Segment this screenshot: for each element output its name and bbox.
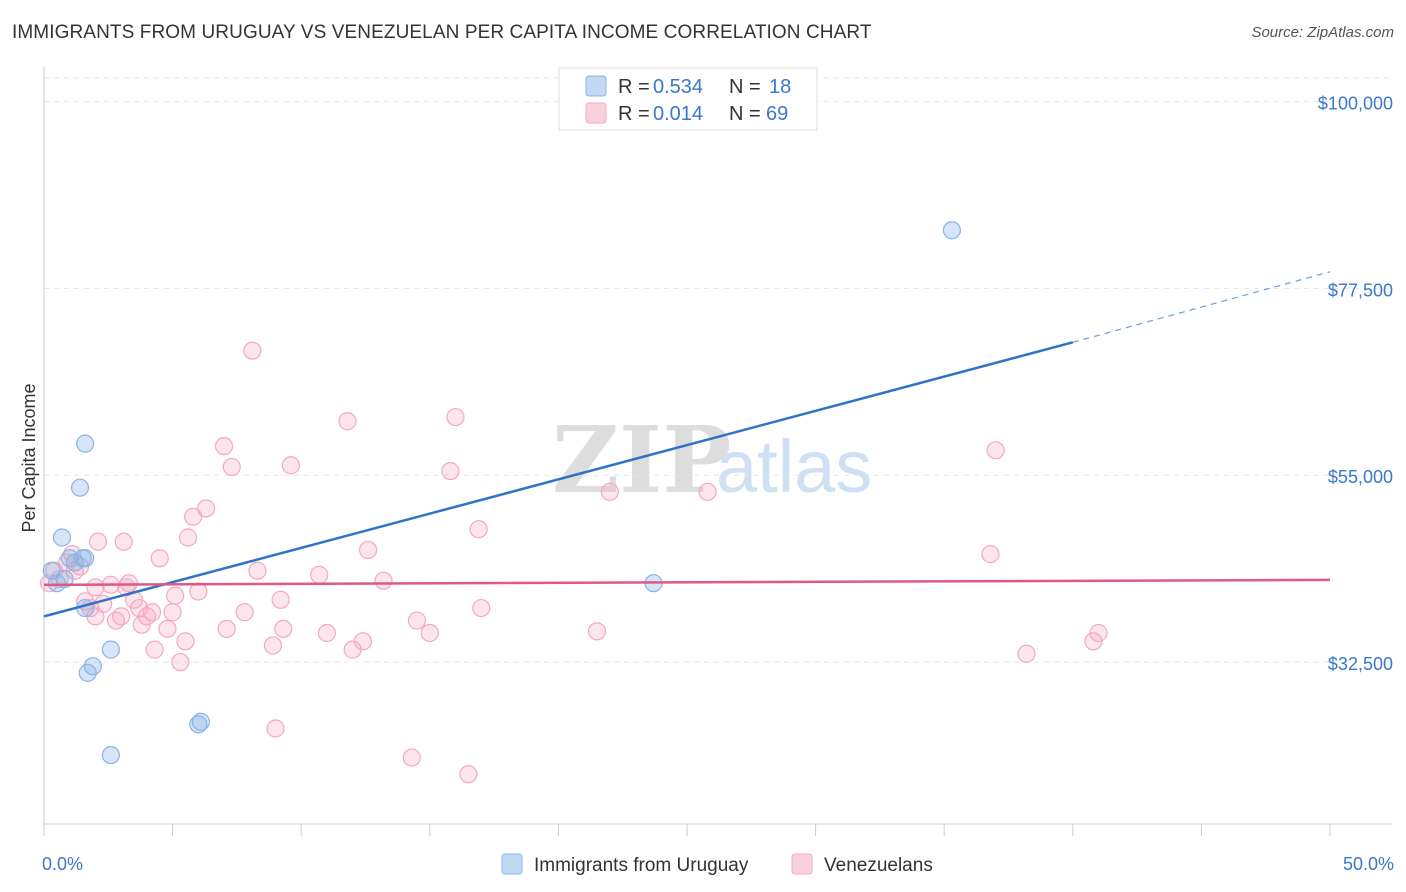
point-venezuelans-51 (358, 540, 378, 560)
trend-lines (43, 271, 1331, 618)
y-axis-label: Per Capita Income (19, 383, 39, 532)
point-venezuelans-41 (263, 636, 283, 655)
chart-source: Source: ZipAtlas.com (1251, 24, 1394, 41)
y-tick-labels: $100,000 $77,500 $55,000 $32,500 (1318, 94, 1393, 675)
point-venezuelans-37 (222, 457, 241, 477)
legend-swatch-venezuelans (585, 102, 607, 124)
point-venezuelans-50 (353, 632, 373, 651)
point-venezuelans-38 (235, 603, 254, 622)
point-uruguay-8 (76, 549, 95, 568)
axes (43, 66, 1392, 836)
point-uruguay-18 (942, 221, 962, 240)
point-venezuelans-32 (184, 507, 203, 526)
legend-n-label-2: N = (729, 103, 761, 125)
point-venezuelans-59 (469, 520, 488, 539)
point-venezuelans-33 (189, 582, 208, 601)
chart-title: IMMIGRANTS FROM URUGUAY VS VENEZUELAN PE… (12, 22, 872, 43)
legend-r-value-2: 0.014 (653, 103, 703, 125)
point-uruguay-10 (76, 434, 95, 453)
point-venezuelans-54 (407, 611, 427, 630)
point-venezuelans-15 (112, 607, 131, 626)
point-venezuelans-29 (171, 652, 190, 672)
point-venezuelans-68 (1089, 623, 1108, 643)
point-venezuelans-42 (266, 719, 285, 738)
point-venezuelans-39 (243, 341, 262, 360)
legend-r-label-1: R = (618, 76, 650, 98)
point-uruguay-6 (70, 478, 90, 497)
legend-r-label-2: R = (618, 103, 650, 125)
y-tick-label-1: $77,500 (1328, 280, 1393, 300)
y-tick-label-0: $100,000 (1318, 94, 1393, 114)
point-uruguay-15 (189, 715, 208, 734)
point-venezuelans-11 (88, 532, 108, 551)
legend-swatch-uruguay (585, 75, 607, 97)
point-venezuelans-25 (150, 549, 169, 568)
series-uruguay (42, 221, 962, 765)
y-tick-label-3: $32,500 (1328, 654, 1393, 674)
point-venezuelans-24 (145, 640, 164, 659)
legend-r-value-1: 0.534 (653, 76, 703, 98)
trend-line-uruguay (43, 341, 1074, 618)
point-venezuelans-57 (446, 407, 465, 427)
legend-n-value-1: 18 (769, 76, 791, 98)
point-venezuelans-16 (114, 532, 133, 551)
point-venezuelans-53 (402, 748, 421, 767)
x-tick-label-min: 0.0% (42, 854, 83, 874)
watermark-zip: ZIP (552, 406, 731, 514)
point-venezuelans-40 (248, 561, 267, 580)
point-venezuelans-52 (374, 571, 393, 590)
point-venezuelans-45 (281, 456, 301, 475)
point-uruguay-2 (52, 528, 72, 547)
point-venezuelans-55 (420, 623, 439, 643)
point-venezuelans-30 (176, 632, 195, 651)
series-legend: Immigrants from Uruguay Venezuelans (501, 853, 933, 876)
y-tick-label-2: $55,000 (1328, 467, 1393, 487)
point-venezuelans-43 (271, 590, 290, 609)
point-uruguay-16 (191, 712, 210, 731)
bottom-legend-swatch-venezuelans (791, 853, 813, 875)
trend-line-uruguay-extension (1072, 271, 1331, 343)
point-venezuelans-46 (310, 565, 329, 584)
bottom-legend-label-uruguay: Immigrants from Uruguay (534, 855, 749, 876)
point-venezuelans-18 (119, 574, 138, 593)
bottom-legend-swatch-uruguay (501, 853, 523, 875)
point-venezuelans-47 (317, 623, 337, 643)
point-venezuelans-58 (459, 765, 478, 784)
point-venezuelans-23 (142, 603, 162, 622)
point-venezuelans-35 (214, 437, 234, 456)
grid (44, 77, 1392, 663)
point-venezuelans-66 (1017, 644, 1036, 663)
bottom-legend-label-venezuelans: Venezuelans (824, 855, 933, 876)
point-venezuelans-61 (587, 622, 607, 641)
point-venezuelans-56 (441, 461, 460, 481)
point-uruguay-14 (101, 745, 120, 765)
point-venezuelans-9 (86, 578, 105, 597)
correlation-legend: R = 0.534 N = 18 R = 0.014 N = 69 (558, 67, 818, 131)
point-venezuelans-26 (158, 619, 177, 638)
point-venezuelans-28 (166, 586, 185, 605)
point-uruguay-12 (83, 657, 102, 676)
trend-line-venezuelans (43, 578, 1331, 587)
legend-n-label-1: N = (729, 76, 761, 98)
point-venezuelans-48 (338, 412, 357, 431)
point-venezuelans-27 (163, 603, 182, 622)
point-uruguay-13 (101, 640, 120, 659)
point-venezuelans-31 (178, 528, 198, 547)
point-venezuelans-44 (274, 619, 293, 638)
point-venezuelans-36 (217, 619, 236, 638)
point-venezuelans-64 (986, 441, 1005, 460)
point-venezuelans-62 (600, 482, 619, 501)
watermark-atlas: atlas (716, 425, 872, 508)
point-venezuelans-63 (698, 482, 717, 501)
x-tick-label-max: 50.0% (1343, 854, 1394, 874)
point-uruguay-3 (55, 569, 74, 589)
point-venezuelans-34 (196, 499, 216, 518)
legend-n-value-2: 69 (766, 103, 788, 125)
point-venezuelans-65 (981, 545, 1000, 564)
point-venezuelans-60 (472, 598, 491, 618)
